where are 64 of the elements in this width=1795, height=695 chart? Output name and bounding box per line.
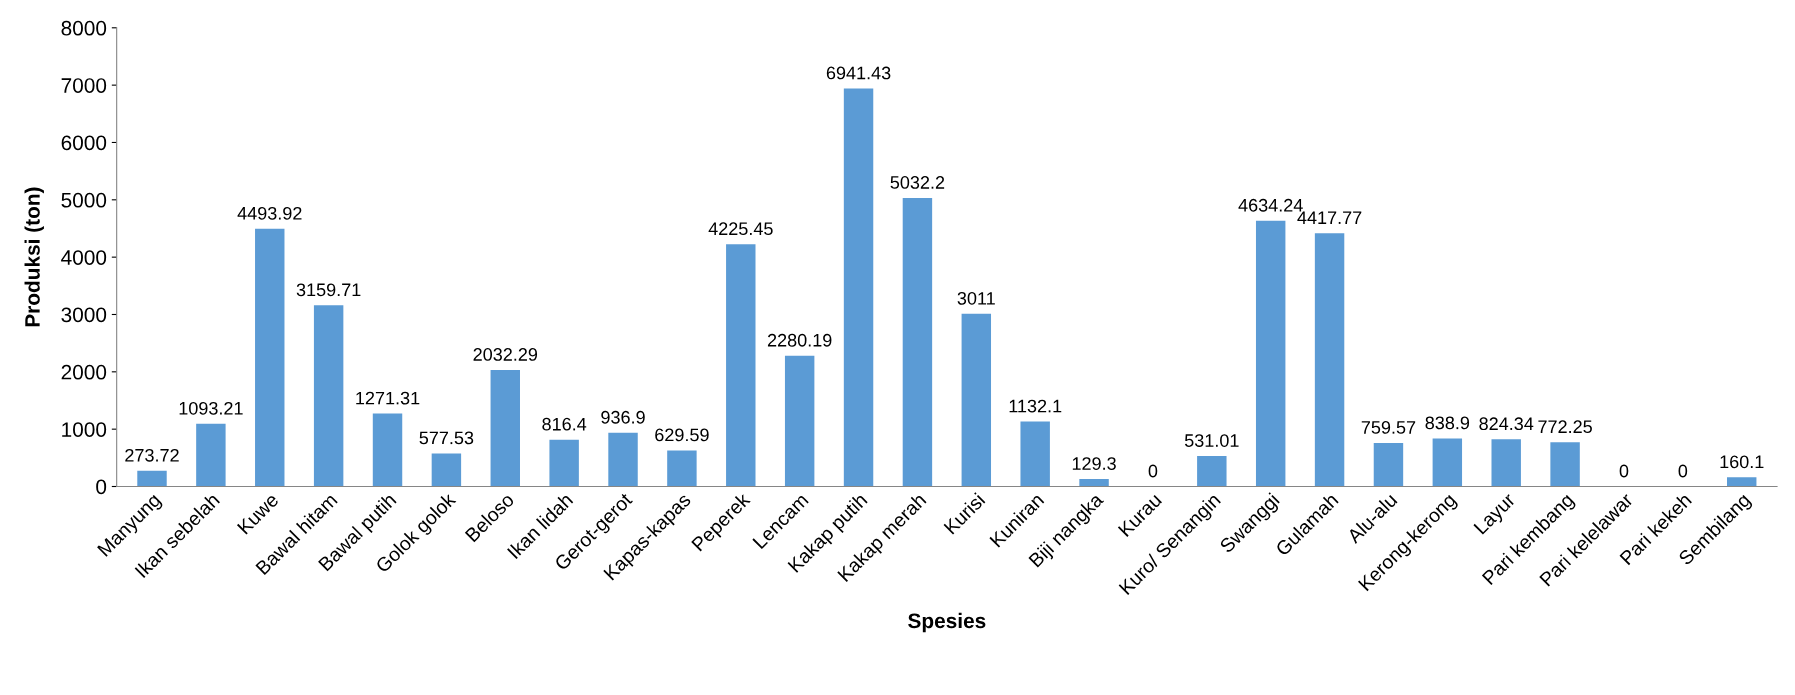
y-tick-label: 3000 <box>61 307 107 323</box>
y-tick-label: 4000 <box>61 250 107 265</box>
bar <box>1314 233 1345 487</box>
data-label: 936.9 <box>601 410 645 424</box>
bar <box>784 355 815 487</box>
y-tick-label: 2000 <box>61 364 107 380</box>
data-label: 3159.71 <box>296 283 361 297</box>
data-label: 1093.21 <box>179 401 243 415</box>
bar <box>961 313 992 487</box>
data-label: 160.1 <box>1720 455 1764 469</box>
data-label: 1132.1 <box>1009 399 1062 413</box>
bar <box>490 369 520 487</box>
bar <box>1373 442 1404 487</box>
bar <box>667 450 697 487</box>
bar <box>372 413 403 487</box>
data-label: 2032.29 <box>473 348 538 361</box>
bar <box>137 470 167 487</box>
data-label: 3011 <box>957 291 995 305</box>
y-tick-label: 1000 <box>62 422 107 437</box>
data-label: 5032.2 <box>890 176 945 189</box>
data-label: 816.4 <box>542 417 587 431</box>
bar <box>843 88 874 487</box>
y-tick-label: 7000 <box>61 78 107 93</box>
data-label: 759.57 <box>1361 421 1416 434</box>
bar <box>1255 220 1286 487</box>
bar <box>1727 477 1757 487</box>
y-tick-label: 6000 <box>61 135 107 151</box>
bar <box>1550 442 1580 487</box>
data-label: 129.3 <box>1072 457 1116 470</box>
data-label: 0 <box>1678 464 1688 478</box>
data-label: 4417.77 <box>1297 211 1362 224</box>
bar <box>196 423 226 487</box>
data-label: 4225.45 <box>708 222 773 236</box>
data-label: 4493.92 <box>237 206 302 220</box>
data-label: 2280.19 <box>767 333 832 347</box>
bar <box>902 197 933 487</box>
bar <box>1079 479 1109 487</box>
data-label: 273.72 <box>125 448 179 462</box>
y-axis-title: Produksi (ton) <box>24 187 44 327</box>
bar <box>726 244 756 487</box>
data-label: 772.25 <box>1538 420 1592 434</box>
bar <box>255 228 285 487</box>
data-label: 4634.24 <box>1238 198 1303 212</box>
bar <box>1432 438 1463 487</box>
bar <box>313 305 344 487</box>
bar <box>1491 439 1521 487</box>
data-label: 0 <box>1148 464 1158 478</box>
data-label: 824.34 <box>1479 417 1534 431</box>
bar <box>549 439 579 487</box>
data-label: 531.01 <box>1184 434 1239 447</box>
y-tick-label: 0 <box>96 479 107 495</box>
bar <box>431 453 462 487</box>
data-label: 838.9 <box>1425 416 1470 430</box>
data-label: 1271.31 <box>356 391 420 405</box>
bar <box>608 432 638 487</box>
data-label: 0 <box>1619 464 1629 478</box>
bar <box>1020 421 1050 487</box>
data-label: 6941.43 <box>826 66 891 80</box>
y-tick-label: 8000 <box>61 20 107 36</box>
bar <box>1197 456 1227 487</box>
y-tick-label: 5000 <box>61 192 107 208</box>
x-axis-title: Spesies <box>908 612 986 633</box>
data-label: 577.53 <box>419 431 474 445</box>
data-label: 629.59 <box>655 428 709 442</box>
